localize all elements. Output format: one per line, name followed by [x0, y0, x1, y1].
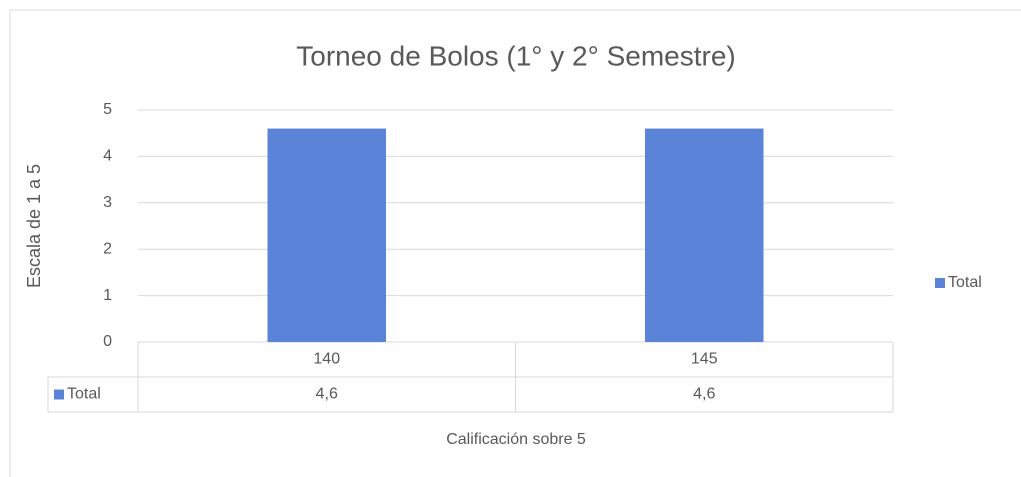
chart-title: Torneo de Bolos (1° y 2° Semestre)	[296, 40, 735, 71]
y-axis-label: Escala de 1 a 5	[24, 164, 44, 288]
y-tick-label: 0	[103, 333, 112, 350]
x-tick-label: 145	[691, 351, 718, 368]
x-axis-label: Calificación sobre 5	[446, 431, 586, 448]
legend-key	[935, 278, 945, 288]
table-value: 4,6	[693, 386, 715, 403]
x-tick-label: 140	[313, 351, 340, 368]
y-tick-label: 2	[103, 240, 112, 257]
table-value: 4,6	[316, 386, 338, 403]
y-tick-label: 3	[103, 194, 112, 211]
y-tick-label: 4	[103, 148, 112, 165]
y-tick-label: 5	[103, 101, 112, 118]
y-tick-label: 1	[103, 287, 112, 304]
table-series-name: Total	[67, 386, 101, 403]
bar	[644, 128, 764, 342]
legend-label: Total	[948, 274, 982, 291]
table-legend-key	[54, 389, 64, 400]
bar	[267, 128, 387, 342]
